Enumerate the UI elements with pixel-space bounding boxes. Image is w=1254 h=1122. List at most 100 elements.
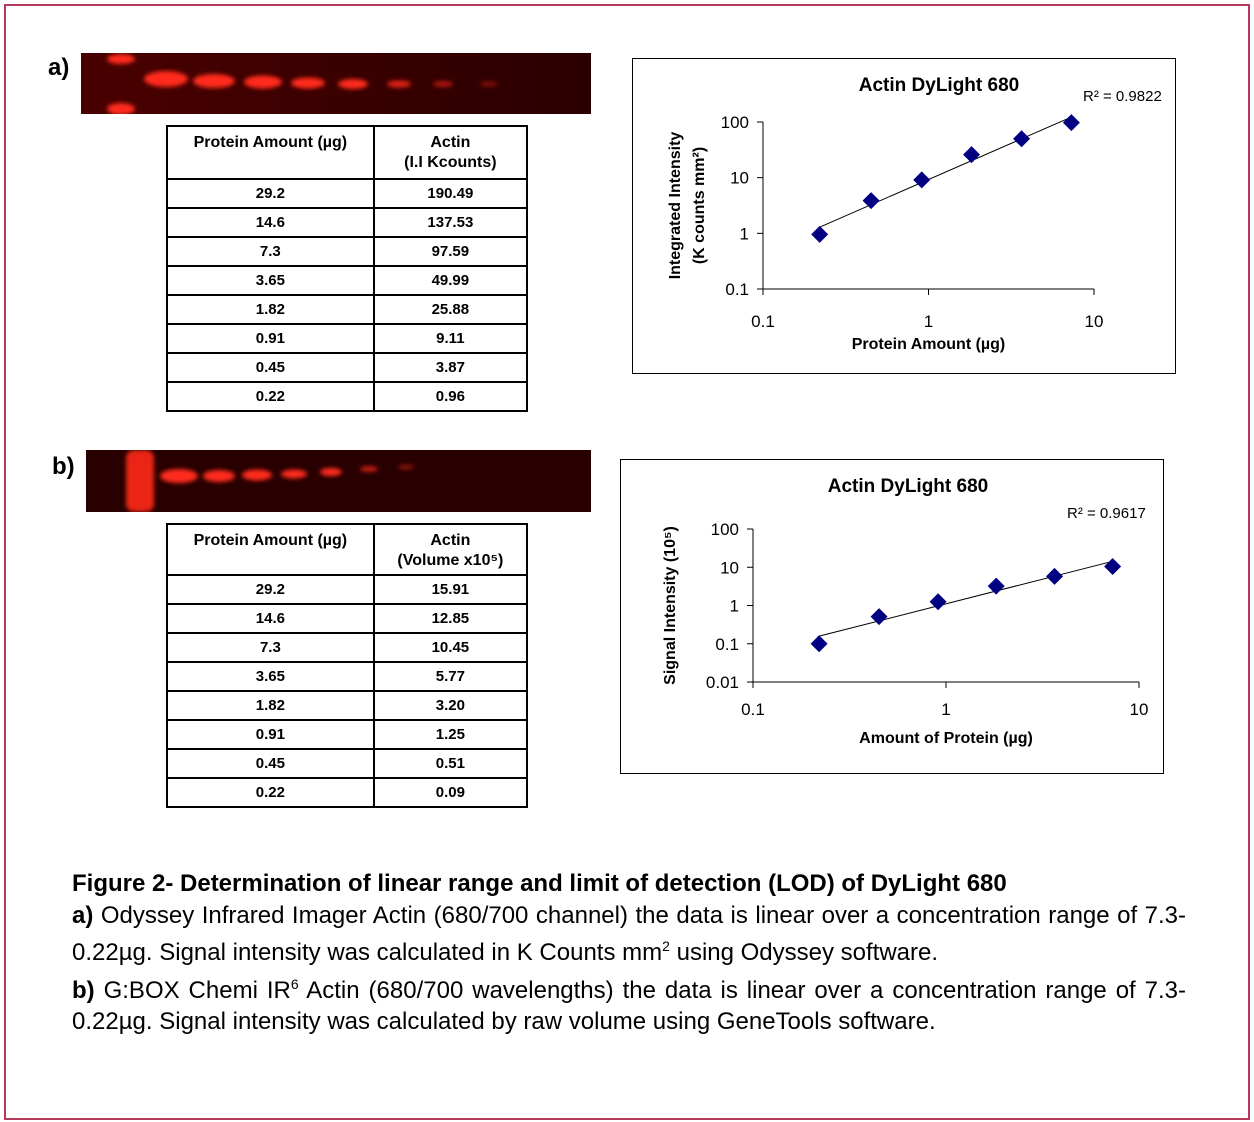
data-point xyxy=(811,225,829,243)
value-cell: 0.09 xyxy=(372,777,529,808)
x-tick-label: 10 xyxy=(1130,700,1149,719)
amount-cell: 1.82 xyxy=(166,690,375,721)
y-tick-label: 100 xyxy=(711,520,739,539)
x-tick-label: 1 xyxy=(941,700,950,719)
value-cell: 1.25 xyxy=(372,719,529,750)
x-axis-label: Amount of Protein (µg) xyxy=(859,730,1033,747)
data-point xyxy=(987,577,1005,595)
table-row: 3.65 5.77 xyxy=(166,661,529,692)
y-tick-label: 1 xyxy=(740,224,749,243)
r-squared-annotation: R² = 0.9822 xyxy=(1083,88,1162,105)
value-cell: 10.45 xyxy=(372,632,529,663)
trendline xyxy=(819,116,1072,228)
r-squared-annotation: R² = 0.9617 xyxy=(1067,505,1146,522)
table-row: 7.3 10.45 xyxy=(166,632,529,663)
table-row: 3.65 49.99 xyxy=(166,265,529,296)
chart-a: Actin DyLight 680 R² = 0.9822 0.1 1 10 100 0.1… xyxy=(632,58,1176,374)
value-cell: 5.77 xyxy=(372,661,529,692)
x-tick-label: 0.1 xyxy=(741,700,765,719)
y-tick-label: 0.1 xyxy=(725,280,749,299)
gel-image-b xyxy=(86,450,591,512)
gel-bands-b xyxy=(86,450,591,512)
y-axis-label-line2: (K counts mm²) xyxy=(691,147,708,264)
amount-cell: 7.3 xyxy=(166,236,375,267)
amount-cell: 0.22 xyxy=(166,381,375,412)
table-row: 29.2 15.91 xyxy=(166,574,529,605)
figure-frame xyxy=(4,4,1250,1120)
amount-cell: 0.45 xyxy=(166,748,375,779)
value-cell: 0.96 xyxy=(372,381,529,412)
table-row: 0.91 1.25 xyxy=(166,719,529,750)
x-axis-label: Protein Amount (µg) xyxy=(852,336,1006,353)
value-cell: 12.85 xyxy=(372,603,529,634)
chart-a-plot: Actin DyLight 680 R² = 0.9822 0.1 1 10 100 0.1… xyxy=(667,75,1162,353)
caption-title: Figure 2- Determination of linear range … xyxy=(72,870,1007,897)
data-point xyxy=(870,608,888,626)
gel-image-a xyxy=(81,53,591,114)
amount-cell: 0.22 xyxy=(166,777,375,808)
y-tick-label: 1 xyxy=(730,597,739,616)
amount-cell: 29.2 xyxy=(166,574,375,605)
table-a-header-actin: Actin (I.I Kcounts) xyxy=(372,125,529,180)
amount-cell: 29.2 xyxy=(166,178,375,209)
data-point xyxy=(929,593,947,611)
value-cell: 15.91 xyxy=(372,574,529,605)
amount-cell: 0.45 xyxy=(166,352,375,383)
panel-b-label: b) xyxy=(52,453,75,480)
data-point xyxy=(1062,114,1080,132)
y-tick-label: 10 xyxy=(730,169,749,188)
figure-caption: Figure 2- Determination of linear range … xyxy=(72,868,1186,1038)
value-cell: 9.11 xyxy=(372,323,529,354)
trendline xyxy=(818,560,1113,637)
y-axis-label: Integrated Intensity xyxy=(667,132,684,280)
table-row: 14.6 137.53 xyxy=(166,207,529,238)
panel-a-label: a) xyxy=(48,54,70,81)
chart-title: Actin DyLight 680 xyxy=(859,75,1019,96)
value-cell: 190.49 xyxy=(372,178,529,209)
table-row: 0.45 0.51 xyxy=(166,748,529,779)
value-cell: 25.88 xyxy=(372,294,529,325)
chart-title: Actin DyLight 680 xyxy=(828,476,988,497)
table-row: 29.2 190.49 xyxy=(166,178,529,209)
value-cell: 137.53 xyxy=(372,207,529,238)
amount-cell: 3.65 xyxy=(166,265,375,296)
caption-b-label: b) xyxy=(72,976,95,1004)
table-row: 0.45 3.87 xyxy=(166,352,529,383)
table-row: 0.22 0.96 xyxy=(166,381,529,412)
data-point xyxy=(963,146,981,164)
amount-cell: 0.91 xyxy=(166,323,375,354)
value-cell: 49.99 xyxy=(372,265,529,296)
data-point xyxy=(913,171,931,189)
amount-cell: 3.65 xyxy=(166,661,375,692)
amount-cell: 14.6 xyxy=(166,603,375,634)
amount-cell: 14.6 xyxy=(166,207,375,238)
x-tick-label: 0.1 xyxy=(751,312,775,331)
amount-cell: 7.3 xyxy=(166,632,375,663)
caption-a-label: a) xyxy=(72,901,94,929)
data-point xyxy=(1013,130,1031,148)
table-row: 14.6 12.85 xyxy=(166,603,529,634)
data-table-b: Protein Amount (µg) Actin (Volume x10⁵) 2… xyxy=(166,523,529,808)
data-point xyxy=(1046,567,1064,585)
chart-b-plot: Actin DyLight 680 R² = 0.9617 0.010.1 1 10 10… xyxy=(662,476,1149,747)
table-b-header-actin: Actin (Volume x10⁵) xyxy=(372,523,529,576)
y-tick-label: 100 xyxy=(721,113,749,132)
amount-cell: 0.91 xyxy=(166,719,375,750)
caption-b: b) G:BOX Chemi IR6 Actin (680/700 wavele… xyxy=(72,975,1187,1036)
value-cell: 97.59 xyxy=(372,236,529,267)
x-tick-label: 1 xyxy=(924,312,933,331)
table-b-header-amount: Protein Amount (µg) xyxy=(166,523,375,576)
gel-bands-a xyxy=(81,53,591,114)
y-tick-label: 0.01 xyxy=(706,673,739,692)
data-point xyxy=(1104,558,1122,576)
table-row: 7.3 97.59 xyxy=(166,236,529,267)
table-row: 1.82 3.20 xyxy=(166,690,529,721)
x-tick-label: 10 xyxy=(1085,312,1104,331)
table-row: 0.91 9.11 xyxy=(166,323,529,354)
table-row: 0.22 0.09 xyxy=(166,777,529,808)
value-cell: 3.20 xyxy=(372,690,529,721)
data-point xyxy=(810,635,828,653)
y-tick-label: 10 xyxy=(720,558,739,577)
value-cell: 0.51 xyxy=(372,748,529,779)
y-axis-label: Signal Intensity (10⁵) xyxy=(662,526,679,685)
